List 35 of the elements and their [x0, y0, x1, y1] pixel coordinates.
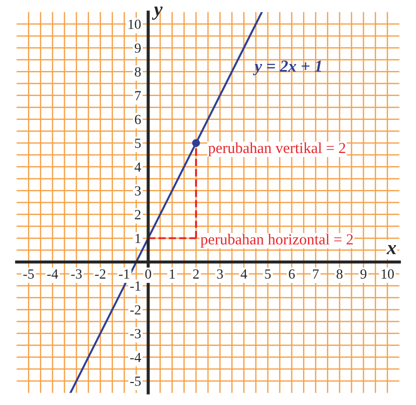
y-tick-label: -5: [130, 376, 141, 386]
y-tick-label: 3: [134, 186, 141, 196]
y-tick-label: 2: [134, 210, 140, 220]
x-tick-label: 2: [193, 269, 199, 279]
annotation: perubahan vertikal = 2: [208, 142, 346, 156]
x-tick-label: -1: [119, 269, 130, 279]
y-tick-label: 10: [128, 20, 141, 29]
x-tick-label: 1: [170, 269, 175, 279]
y-tick-label: 4: [134, 162, 142, 172]
y-tick-label: 8: [134, 67, 141, 77]
y-tick-label: -1: [130, 281, 140, 291]
x-tick-label: 9: [360, 269, 366, 279]
y-tick-label: 1: [136, 234, 140, 244]
y-tick-label: -2: [130, 305, 140, 314]
y-tick-label: 9: [134, 43, 141, 53]
x-tick-label: 6: [288, 269, 295, 279]
x-tick-label: 5: [265, 269, 271, 279]
x-tick-label: 3: [217, 269, 223, 279]
y-tick-label: 7: [135, 91, 141, 100]
y-tick-label: -3: [130, 328, 141, 338]
x-tick-label: -2: [95, 269, 106, 279]
x-tick-label: -4: [47, 269, 58, 279]
x-axis-title: x: [386, 245, 396, 254]
x-tick-label: 0: [145, 269, 152, 279]
x-tick-label: -3: [71, 269, 82, 279]
x-tick-label: 10: [382, 269, 394, 279]
y-axis-title: y: [152, 6, 163, 20]
x-tick-label: 8: [336, 269, 343, 279]
x-tick-label: 4: [240, 269, 248, 279]
y-tick-label: -4: [130, 352, 142, 362]
x-tick-label: 7: [313, 269, 319, 279]
annotation: perubahan horizontal = 2: [200, 234, 353, 248]
x-tick-label: -5: [23, 269, 34, 279]
y-tick-label: 6: [134, 114, 141, 124]
y-tick-label: 5: [135, 138, 141, 148]
